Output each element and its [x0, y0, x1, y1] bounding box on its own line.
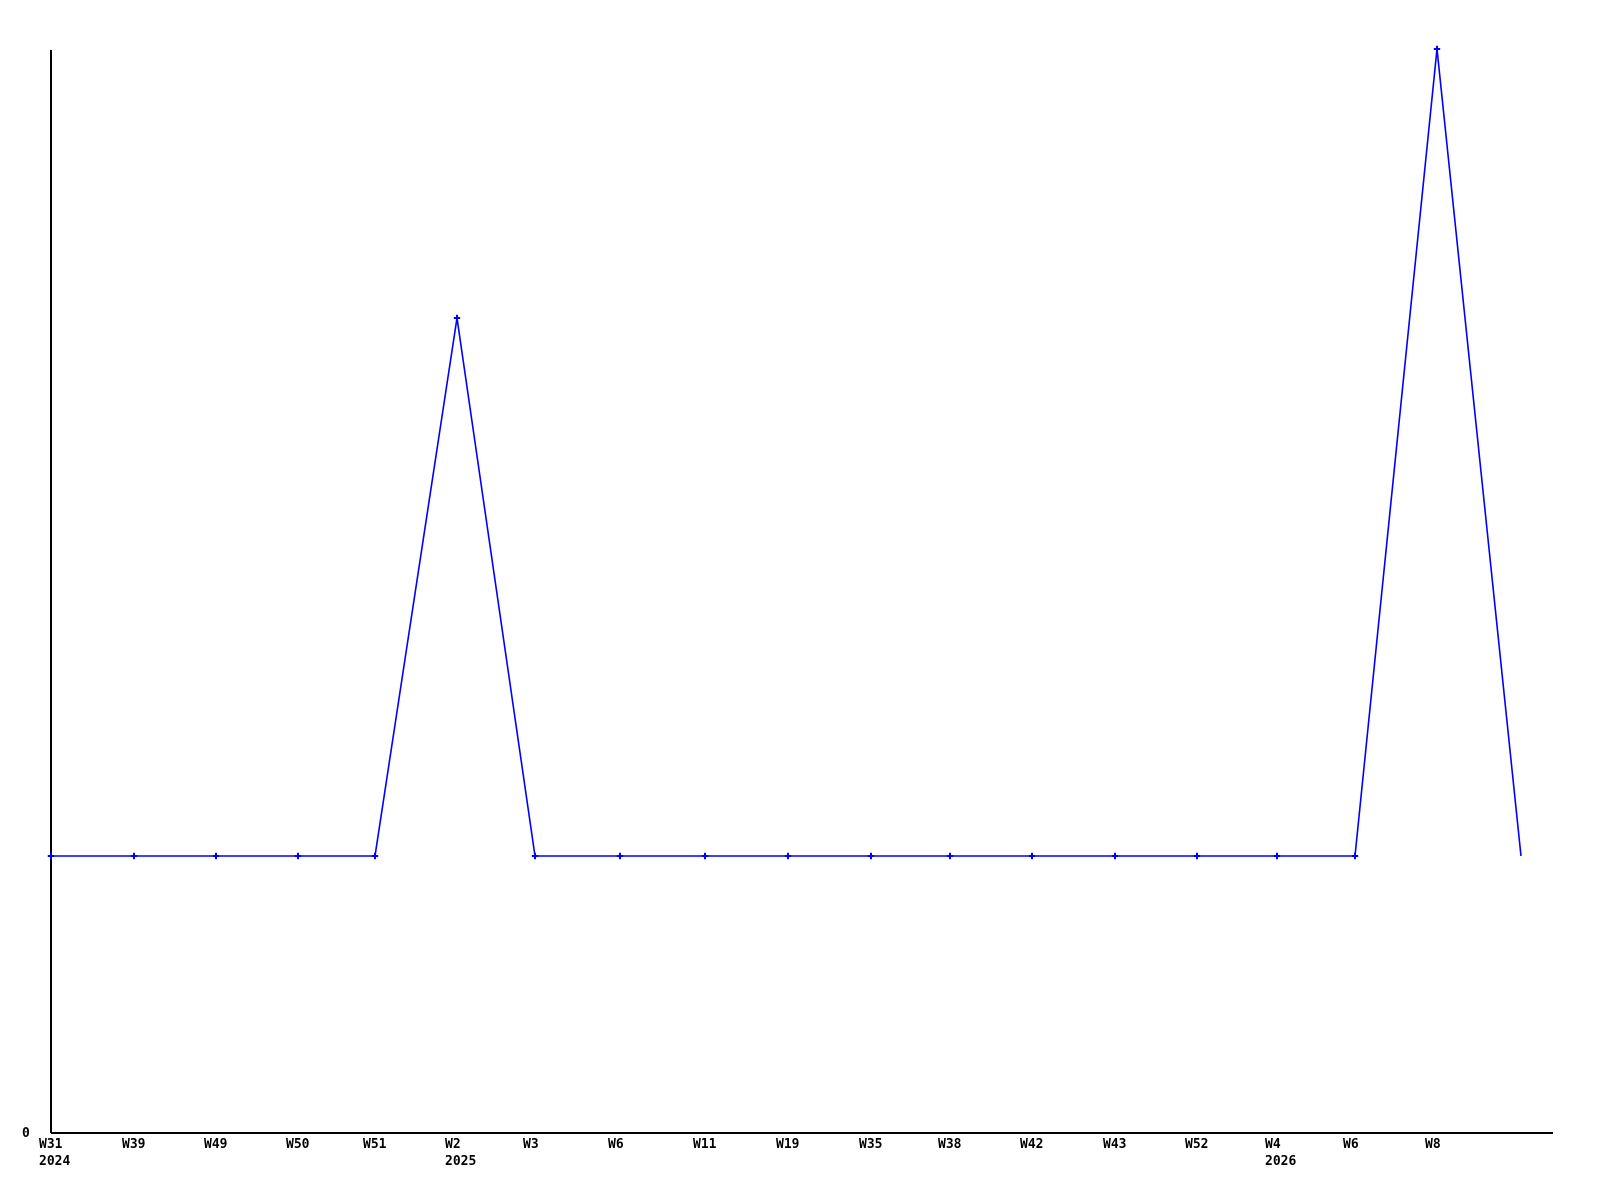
tick-week-label: W50 — [286, 1137, 310, 1152]
x-axis-tick-label: W3 — [523, 1136, 539, 1153]
tick-week-label: W19 — [776, 1137, 800, 1152]
data-point-marker — [1273, 852, 1281, 860]
tick-week-label: W6 — [1343, 1137, 1359, 1152]
data-point-marker — [1351, 852, 1359, 860]
data-point-marker — [867, 852, 875, 860]
x-axis-tick-label: W11 — [693, 1136, 716, 1153]
tick-week-label: W35 — [859, 1137, 883, 1152]
data-point-marker — [784, 852, 792, 860]
series-markers — [47, 45, 1441, 860]
tick-week-label: W51 — [363, 1137, 387, 1152]
data-point-marker — [371, 852, 379, 860]
tick-week-label: W4 — [1265, 1137, 1281, 1152]
x-axis-tick-label: W6 — [608, 1136, 624, 1153]
data-point-marker — [212, 852, 220, 860]
series-line — [51, 48, 1522, 857]
x-axis-tick-label: W50 — [286, 1136, 309, 1153]
axes-group — [50, 50, 1553, 1134]
data-series-group — [47, 45, 1522, 860]
x-axis-tick-label: W51 — [363, 1136, 386, 1153]
x-axis-tick-label: W52 — [1185, 1136, 1208, 1153]
tick-week-label: W38 — [938, 1137, 962, 1152]
x-axis-tick-label: W43 — [1103, 1136, 1126, 1153]
x-axis-tick-label: W4 2026 — [1265, 1136, 1296, 1170]
data-point-marker — [47, 852, 55, 860]
tick-week-label: W2 — [445, 1137, 461, 1152]
y-axis-zero-label: 0 — [22, 1126, 30, 1141]
x-axis-tick-label: W49 — [204, 1136, 227, 1153]
data-point-marker — [531, 852, 539, 860]
data-point-marker — [1028, 852, 1036, 860]
tick-week-label: W31 — [39, 1137, 63, 1152]
tick-week-label: W49 — [204, 1137, 228, 1152]
data-point-marker — [1433, 45, 1441, 53]
tick-year-label: 2026 — [1265, 1154, 1297, 1169]
tick-week-label: W42 — [1020, 1137, 1044, 1152]
tick-week-label: W43 — [1103, 1137, 1127, 1152]
tick-week-label: W39 — [122, 1137, 146, 1152]
tick-year-label: 2024 — [39, 1154, 71, 1169]
data-point-marker — [616, 852, 624, 860]
data-point-marker — [1193, 852, 1201, 860]
tick-week-label: W6 — [608, 1137, 624, 1152]
tick-week-label: W52 — [1185, 1137, 1209, 1152]
x-axis-tick-label: W6 — [1343, 1136, 1359, 1153]
tick-week-label: W3 — [523, 1137, 539, 1152]
x-axis-tick-label: W35 — [859, 1136, 882, 1153]
x-axis-tick-label: W38 — [938, 1136, 961, 1153]
data-point-marker — [701, 852, 709, 860]
x-axis-tick-label: W19 — [776, 1136, 799, 1153]
data-point-marker — [453, 314, 461, 322]
data-point-marker — [130, 852, 138, 860]
x-axis-tick-label: W42 — [1020, 1136, 1043, 1153]
tick-week-label: W8 — [1425, 1137, 1441, 1152]
data-point-marker — [946, 852, 954, 860]
data-point-marker — [1111, 852, 1119, 860]
x-axis-tick-label: W8 — [1425, 1136, 1441, 1153]
data-point-marker — [294, 852, 302, 860]
tick-year-label: 2025 — [445, 1154, 477, 1169]
x-axis-tick-label: W2 2025 — [445, 1136, 476, 1170]
x-axis-tick-label: W31 2024 — [39, 1136, 70, 1170]
tick-week-label: W11 — [693, 1137, 717, 1152]
x-axis-tick-label: W39 — [122, 1136, 145, 1153]
